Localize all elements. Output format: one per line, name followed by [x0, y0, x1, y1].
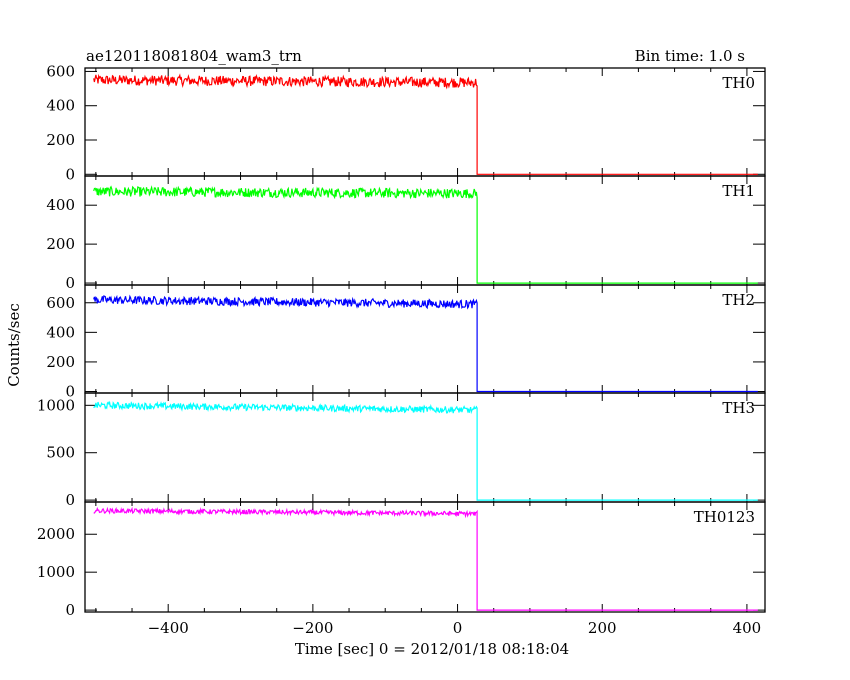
y-tick-label: 1000: [37, 396, 75, 414]
panel-frame: [84, 392, 766, 503]
chart-title: ae120118081804_wam3_trn: [86, 47, 302, 65]
panel-label: TH0: [722, 74, 755, 92]
y-tick-label: 500: [46, 444, 75, 462]
series-line-th2: [93, 294, 758, 393]
y-tick-label: 600: [46, 294, 75, 312]
panel-th3: 0 500 1000 TH3: [37, 392, 766, 509]
panel-th0: 0 200 400 600 TH0: [46, 62, 766, 183]
y-tick-label: 0: [65, 165, 75, 183]
y-tick-label: 200: [46, 131, 75, 149]
panel-th0123: 0 1000 2000 TH0123: [37, 501, 766, 619]
x-tick-label: −400: [148, 619, 189, 637]
y-tick-label: 400: [46, 323, 75, 341]
y-tick-label: 0: [65, 383, 75, 401]
y-tick-label: 200: [46, 353, 75, 371]
panel-frame: [84, 501, 766, 613]
panel-th2: 0 200 400 600 TH2: [46, 284, 766, 401]
y-tick-label: 1000: [37, 563, 75, 581]
panels-group: 0 200 400 600 TH0 0 200 400 TH1 0 200 400 600 TH2 0 500…: [37, 62, 766, 637]
y-tick-label: 600: [46, 62, 75, 80]
y-tick-label: 0: [65, 491, 75, 509]
series-line-th0: [93, 73, 758, 175]
series-line-th3: [93, 400, 758, 501]
y-tick-label: 200: [46, 235, 75, 253]
x-tick-label: 400: [733, 619, 762, 637]
y-tick-label: 400: [46, 97, 75, 115]
x-tick-label: 200: [588, 619, 617, 637]
panel-label: TH1: [722, 182, 755, 200]
panel-frame: [84, 67, 766, 177]
y-tick-label: 400: [46, 196, 75, 214]
y-axis-label: Counts/sec: [5, 303, 23, 387]
y-tick-label: 0: [65, 601, 75, 619]
panel-label: TH3: [722, 399, 755, 417]
x-tick-label: 0: [453, 619, 463, 637]
panel-th1: 0 200 400 TH1: [46, 175, 766, 292]
bin-time-label: Bin time: 1.0 s: [635, 47, 745, 65]
panel-label: TH2: [722, 291, 755, 309]
series-line-th0123: [93, 506, 758, 611]
x-tick-label: −200: [292, 619, 333, 637]
y-tick-label: 0: [65, 274, 75, 292]
panel-label: TH0123: [694, 508, 755, 526]
x-axis-label: Time [sec] 0 = 2012/01/18 08:18:04: [295, 640, 569, 658]
y-tick-label: 2000: [37, 525, 75, 543]
series-line-th1: [93, 185, 758, 284]
